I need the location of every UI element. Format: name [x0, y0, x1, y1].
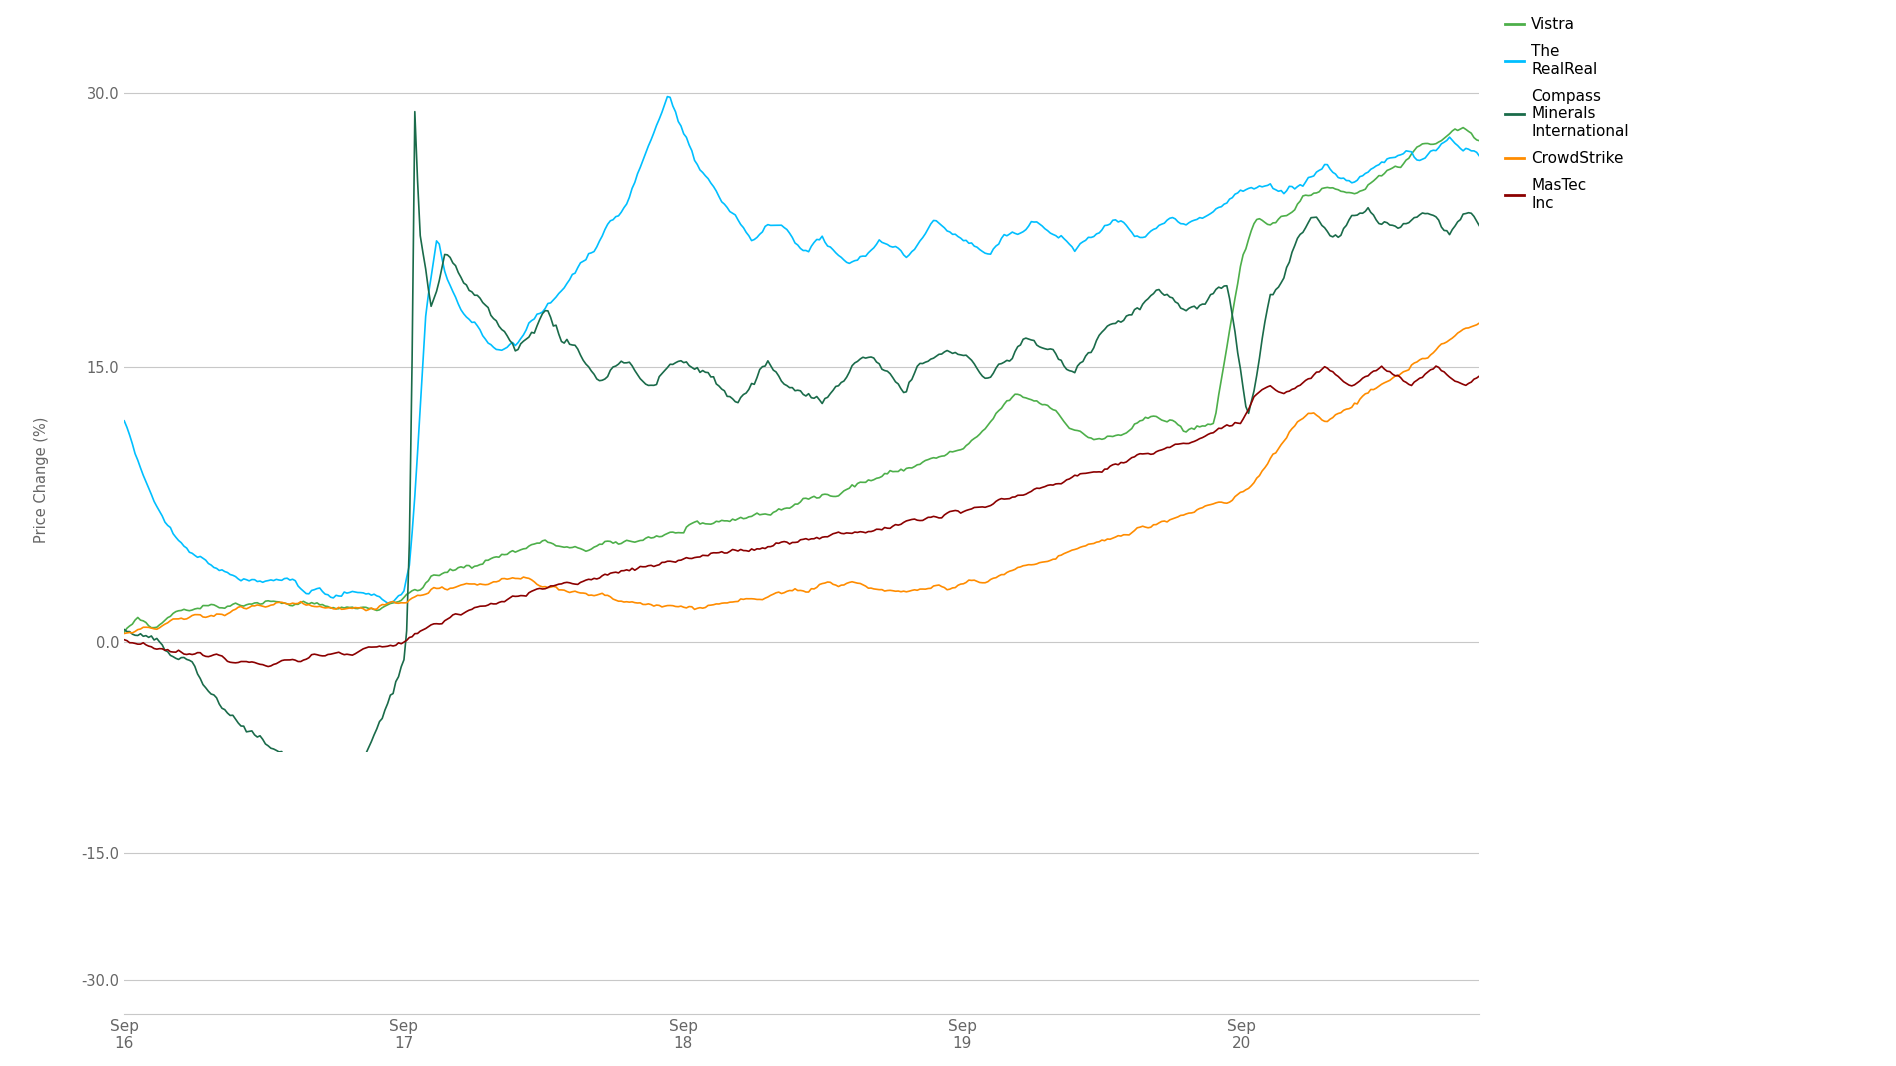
The
RealReal [114, 415, 137, 427]
Line: Compass
Minerals
International: Compass Minerals International [125, 112, 1479, 789]
Compass
Minerals
International [925, 350, 948, 362]
CrowdStrike [1435, 336, 1458, 349]
The
RealReal [375, 597, 398, 610]
Compass
Minerals
International [851, 351, 874, 364]
Vistra [1435, 130, 1458, 143]
Compass
Minerals
International [770, 375, 793, 388]
MasTec
Inc [256, 660, 279, 673]
CrowdStrike [920, 582, 942, 595]
MasTec
Inc [921, 510, 944, 522]
Line: Vistra: Vistra [125, 128, 1479, 632]
Compass
Minerals
International [1468, 220, 1490, 232]
MasTec
Inc [768, 537, 791, 550]
The
RealReal [925, 214, 948, 227]
Compass
Minerals
International [114, 624, 137, 636]
Compass
Minerals
International [317, 782, 339, 795]
MasTec
Inc [1424, 359, 1447, 372]
Vistra [764, 505, 787, 518]
Compass
Minerals
International [762, 364, 785, 376]
CrowdStrike [846, 577, 868, 589]
MasTec
Inc [849, 526, 872, 538]
Vistra [1452, 122, 1475, 134]
CrowdStrike [1223, 490, 1246, 503]
CrowdStrike [757, 591, 779, 603]
MasTec
Inc [114, 633, 137, 646]
The
RealReal [1441, 134, 1464, 147]
MasTec
Inc [758, 540, 781, 553]
Compass
Minerals
International [404, 106, 427, 118]
The
RealReal [851, 249, 874, 262]
The
RealReal [1468, 149, 1490, 162]
The
RealReal [770, 219, 793, 231]
Line: The
RealReal: The RealReal [125, 97, 1479, 603]
Vistra [114, 626, 137, 639]
Legend: Vistra, The
RealReal, Compass
Minerals
International, CrowdStrike, MasTec
Inc: Vistra, The RealReal, Compass Minerals I… [1500, 13, 1632, 215]
Line: CrowdStrike: CrowdStrike [125, 323, 1479, 633]
Text: Price Change (%): Price Change (%) [34, 417, 49, 543]
MasTec
Inc [1441, 373, 1464, 386]
Vistra [757, 508, 779, 521]
The
RealReal [656, 91, 679, 103]
Compass
Minerals
International [1441, 223, 1464, 236]
Vistra [920, 452, 942, 465]
CrowdStrike [1468, 317, 1490, 329]
CrowdStrike [114, 627, 137, 640]
The
RealReal [762, 219, 785, 231]
MasTec
Inc [1227, 417, 1249, 430]
Vistra [1223, 292, 1246, 305]
Vistra [846, 478, 868, 490]
Compass
Minerals
International [1229, 362, 1251, 375]
The
RealReal [1229, 183, 1251, 196]
Line: MasTec
Inc: MasTec Inc [125, 366, 1479, 666]
CrowdStrike [764, 586, 787, 599]
MasTec
Inc [1468, 370, 1490, 383]
Vistra [1468, 134, 1490, 147]
